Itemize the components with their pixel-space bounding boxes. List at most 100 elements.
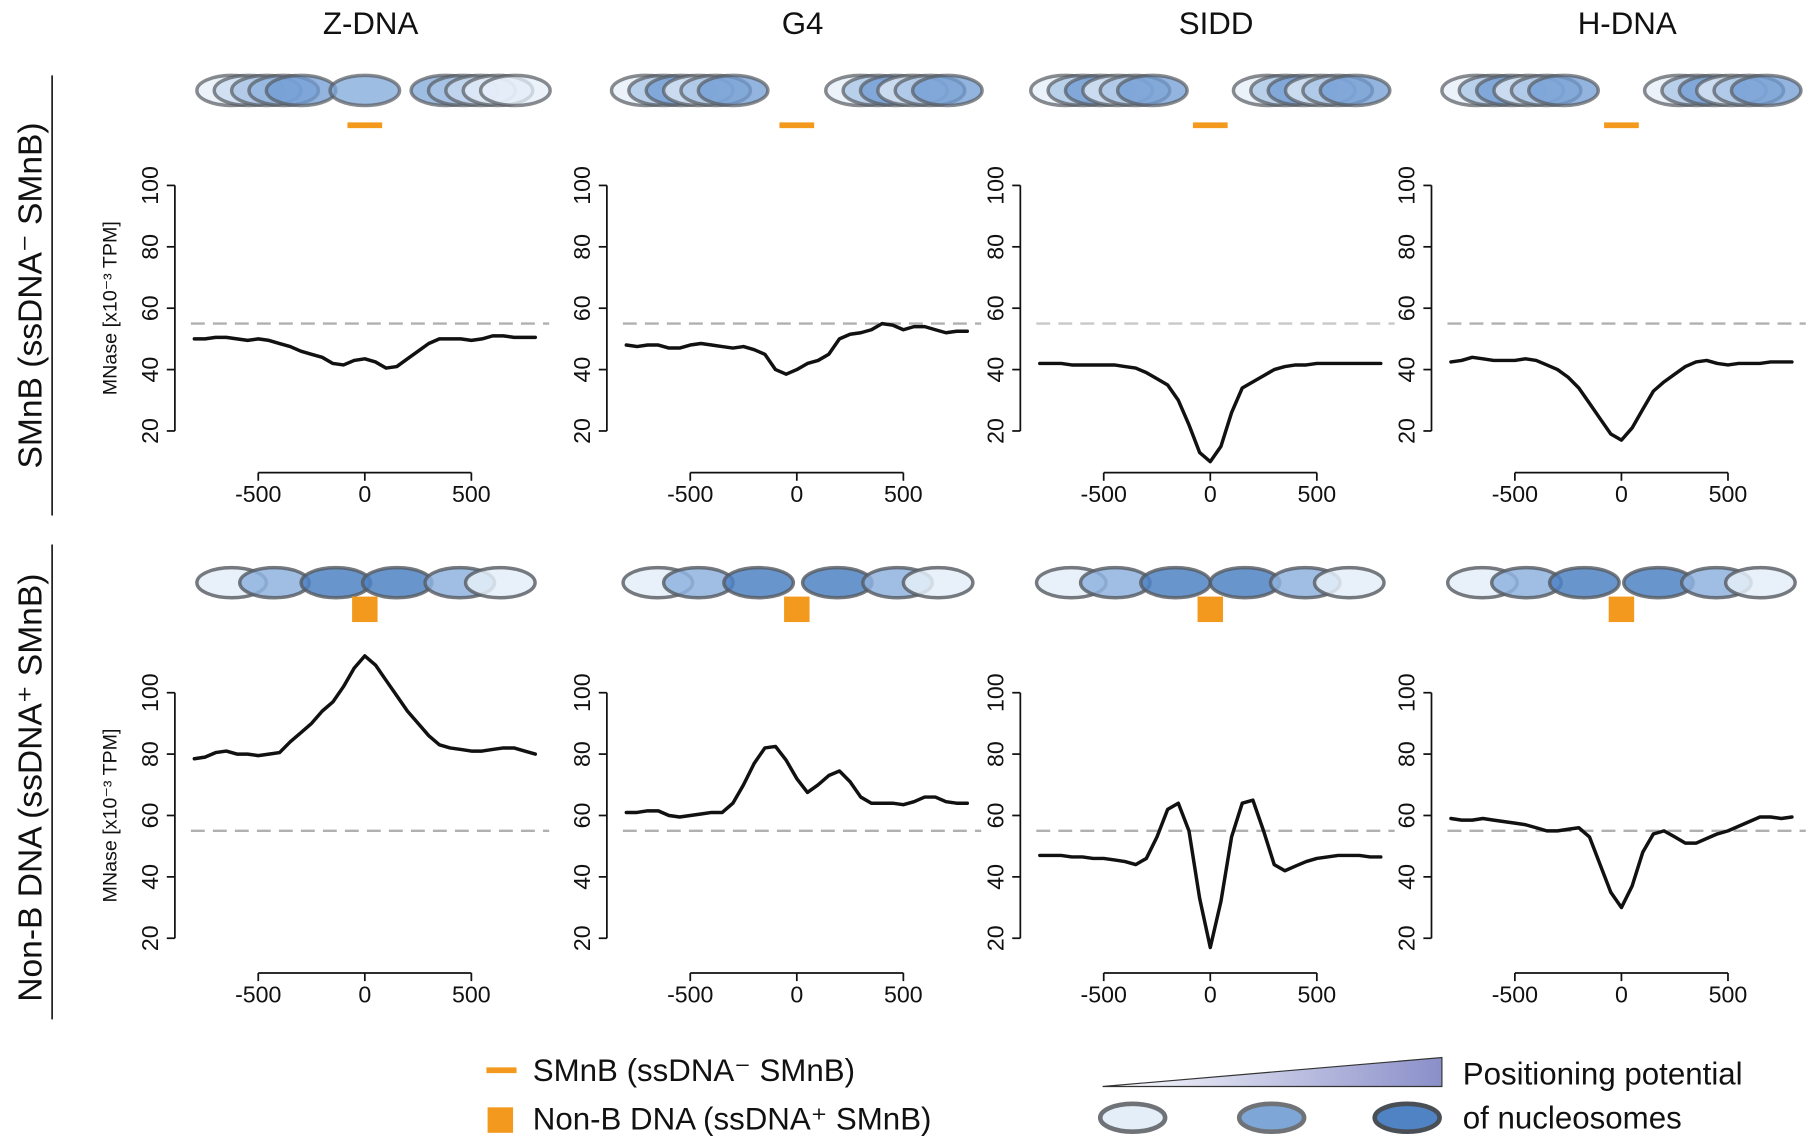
x-tick-label: 500 xyxy=(452,981,491,1007)
y-axis-label: MNase [x10⁻³ TPM] xyxy=(99,221,121,395)
x-tick-label: 0 xyxy=(1615,981,1628,1007)
x-tick-label: -500 xyxy=(235,981,281,1007)
y-tick-label: 100 xyxy=(569,673,595,712)
x-tick-label: -500 xyxy=(1492,481,1538,507)
chart-title: G4 xyxy=(782,6,824,41)
nucleosome xyxy=(722,565,796,600)
y-tick-label: 80 xyxy=(137,741,163,767)
nucleosome xyxy=(901,565,975,600)
x-tick-label: 500 xyxy=(1298,981,1337,1007)
nucleosome xyxy=(910,73,984,108)
y-tick-label: 20 xyxy=(1393,418,1419,444)
y-tick-label: 60 xyxy=(569,295,595,321)
y-tick-label: 20 xyxy=(982,925,1008,951)
y-tick-label: 80 xyxy=(569,741,595,767)
site-marker xyxy=(1197,596,1224,623)
legend-label: SMnB (ssDNA⁻ SMnB) xyxy=(533,1053,855,1088)
y-tick-label: 40 xyxy=(569,357,595,383)
y-tick-label: 100 xyxy=(569,166,595,205)
y-tick-label: 80 xyxy=(982,234,1008,260)
nucleosome xyxy=(1527,73,1601,108)
legend-swatch xyxy=(487,1107,514,1133)
y-tick-label: 60 xyxy=(137,803,163,829)
data-line xyxy=(192,334,538,370)
site-marker xyxy=(352,596,378,623)
y-tick-label: 20 xyxy=(569,925,595,951)
y-tick-label: 20 xyxy=(137,925,163,951)
y-tick-label: 40 xyxy=(137,864,163,890)
data-line xyxy=(1038,798,1383,950)
y-tick-label: 20 xyxy=(569,418,595,444)
nucleosome-icon xyxy=(1372,1101,1442,1134)
nucleosome xyxy=(328,73,402,108)
chart-title: Z-DNA xyxy=(323,6,419,41)
y-tick-label: 40 xyxy=(982,357,1008,383)
row-label: Non-B DNA (ssDNA⁺ SMnB) xyxy=(12,574,49,1002)
x-tick-label: 0 xyxy=(790,981,803,1007)
x-tick-label: 500 xyxy=(884,981,923,1007)
y-axis-label: MNase [x10⁻³ TPM] xyxy=(99,728,121,902)
x-tick-label: -500 xyxy=(1492,981,1538,1007)
y-tick-label: 80 xyxy=(1393,234,1419,260)
y-tick-label: 60 xyxy=(982,295,1008,321)
nucleosome xyxy=(1318,73,1392,108)
nucleosome xyxy=(360,565,434,600)
y-tick-label: 100 xyxy=(1393,673,1419,712)
nucleosome xyxy=(1723,565,1797,600)
x-tick-label: -500 xyxy=(235,481,281,507)
gradient-wedge xyxy=(1102,1056,1443,1088)
nucleosome xyxy=(264,73,338,108)
y-tick-label: 20 xyxy=(1393,925,1419,951)
site-marker xyxy=(784,596,810,623)
row-label: SMnB (ssDNA⁻ SMnB) xyxy=(12,122,49,468)
nucleosome xyxy=(238,565,311,600)
data-line xyxy=(624,321,970,376)
x-tick-label: 0 xyxy=(358,981,371,1007)
x-tick-label: 500 xyxy=(1709,481,1748,507)
nucleosome xyxy=(1729,73,1803,108)
nucleosome xyxy=(1312,565,1386,600)
x-tick-label: 500 xyxy=(884,481,923,507)
y-tick-label: 40 xyxy=(1393,357,1419,383)
y-tick-label: 80 xyxy=(1393,741,1419,767)
data-line xyxy=(192,654,538,761)
nucleosome xyxy=(1115,73,1189,108)
y-tick-label: 100 xyxy=(137,673,163,712)
y-tick-label: 20 xyxy=(137,418,163,444)
legend-title: Positioning potential xyxy=(1463,1056,1743,1091)
x-tick-label: -500 xyxy=(1081,981,1127,1007)
nucleosome xyxy=(1139,565,1213,600)
y-tick-label: 100 xyxy=(1393,166,1419,205)
data-line xyxy=(1449,355,1794,442)
x-tick-label: 500 xyxy=(1709,981,1748,1007)
data-line xyxy=(1038,361,1383,464)
y-tick-label: 60 xyxy=(1393,295,1419,321)
nucleosome xyxy=(463,565,537,600)
y-tick-label: 60 xyxy=(569,803,595,829)
y-tick-label: 40 xyxy=(137,357,163,383)
y-tick-label: 60 xyxy=(137,295,163,321)
y-tick-label: 40 xyxy=(982,864,1008,890)
data-line xyxy=(624,744,970,819)
legend-title: of nucleosomes xyxy=(1463,1100,1682,1135)
y-tick-label: 40 xyxy=(569,864,595,890)
x-tick-label: -500 xyxy=(667,981,713,1007)
y-tick-label: 80 xyxy=(569,234,595,260)
nucleosome xyxy=(299,565,373,600)
y-tick-label: 80 xyxy=(137,234,163,260)
x-tick-label: 0 xyxy=(1615,481,1628,507)
x-tick-label: 500 xyxy=(1298,481,1337,507)
data-line xyxy=(1449,815,1794,910)
y-tick-label: 60 xyxy=(982,803,1008,829)
x-tick-label: 0 xyxy=(1204,981,1217,1007)
y-tick-label: 60 xyxy=(1393,803,1419,829)
y-tick-label: 80 xyxy=(982,741,1008,767)
x-tick-label: -500 xyxy=(667,481,713,507)
x-tick-label: 0 xyxy=(1204,481,1217,507)
x-tick-label: 0 xyxy=(790,481,803,507)
nucleosome-icon xyxy=(1236,1101,1307,1134)
y-tick-label: 20 xyxy=(982,418,1008,444)
site-marker xyxy=(1608,596,1635,623)
x-tick-label: 500 xyxy=(452,481,491,507)
